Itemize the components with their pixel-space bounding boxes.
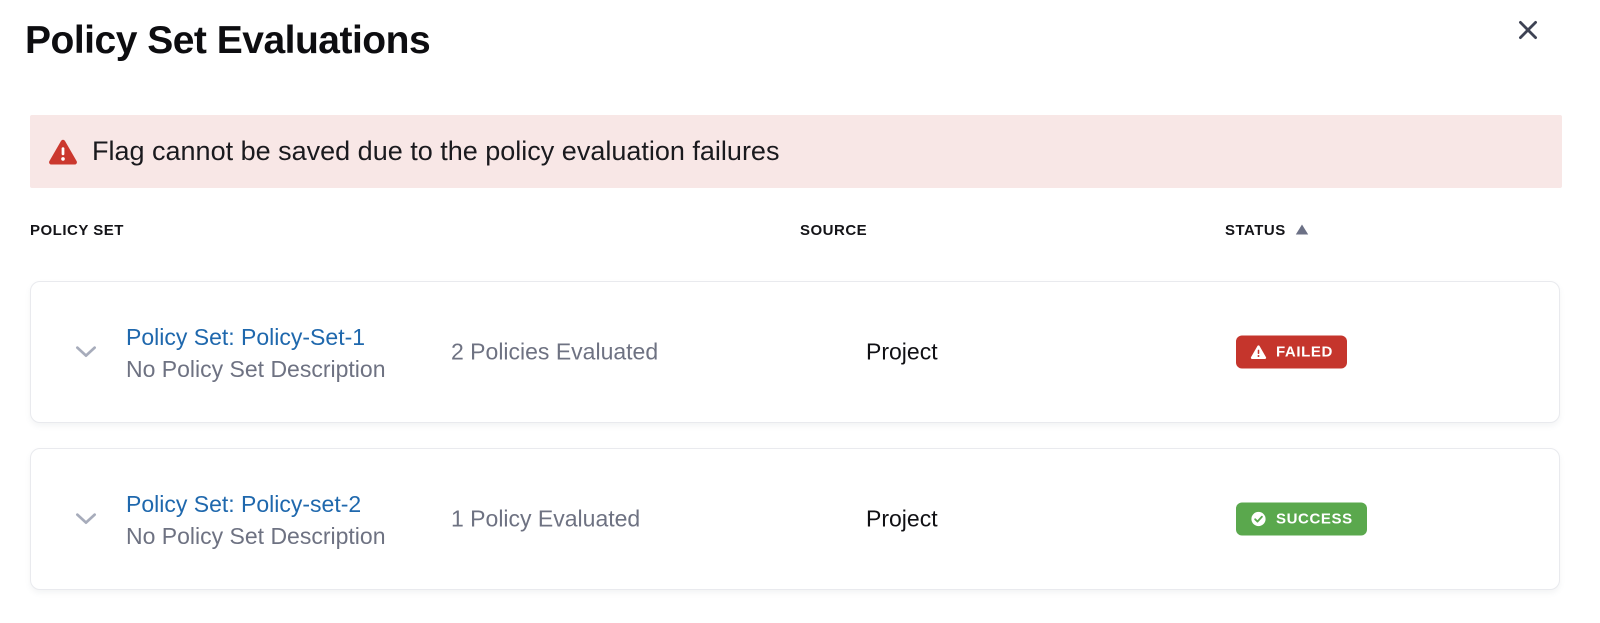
column-header-policy-set: POLICY SET bbox=[30, 222, 124, 239]
policy-set-description: No Policy Set Description bbox=[126, 523, 386, 549]
chevron-down-icon bbox=[70, 335, 102, 370]
policies-evaluated-text: 1 Policy Evaluated bbox=[451, 505, 641, 532]
warning-triangle-icon bbox=[1250, 344, 1267, 361]
expand-row-button[interactable] bbox=[69, 502, 103, 536]
status-cell: FAILED bbox=[1236, 335, 1347, 369]
close-button[interactable] bbox=[1510, 13, 1546, 49]
chevron-down-icon bbox=[70, 502, 102, 537]
policy-set-link[interactable]: Policy Set: Policy-set-2 bbox=[126, 491, 362, 517]
check-circle-icon bbox=[1250, 511, 1267, 528]
policies-evaluated-text: 2 Policies Evaluated bbox=[451, 338, 659, 365]
policy-set-row: Policy Set: Policy-Set-1 No Policy Set D… bbox=[30, 281, 1560, 423]
source-cell: Project bbox=[866, 505, 938, 532]
close-icon bbox=[1514, 16, 1542, 47]
policy-set-description: No Policy Set Description bbox=[126, 356, 386, 382]
table-header: POLICY SET SOURCE STATUS bbox=[30, 222, 1562, 244]
policy-set-cell: Policy Set: Policy-Set-1 No Policy Set D… bbox=[126, 320, 386, 384]
status-badge-label: SUCCESS bbox=[1276, 510, 1353, 528]
error-alert-banner: Flag cannot be saved due to the policy e… bbox=[30, 115, 1562, 188]
policy-set-row: Policy Set: Policy-set-2 No Policy Set D… bbox=[30, 448, 1560, 590]
policy-set-link[interactable]: Policy Set: Policy-Set-1 bbox=[126, 324, 366, 350]
status-badge: SUCCESS bbox=[1236, 502, 1367, 536]
warning-triangle-icon bbox=[48, 137, 78, 167]
alert-message: Flag cannot be saved due to the policy e… bbox=[92, 136, 780, 166]
column-header-status-label: STATUS bbox=[1225, 222, 1286, 239]
status-badge-label: FAILED bbox=[1276, 343, 1333, 361]
sort-ascending-icon bbox=[1295, 222, 1309, 239]
column-header-source: SOURCE bbox=[800, 222, 868, 239]
source-cell: Project bbox=[866, 338, 938, 365]
page-title: Policy Set Evaluations bbox=[25, 19, 431, 62]
status-badge: FAILED bbox=[1236, 335, 1347, 369]
column-header-status[interactable]: STATUS bbox=[1225, 222, 1309, 239]
status-cell: SUCCESS bbox=[1236, 502, 1367, 536]
expand-row-button[interactable] bbox=[69, 335, 103, 369]
policy-set-cell: Policy Set: Policy-set-2 No Policy Set D… bbox=[126, 487, 386, 551]
